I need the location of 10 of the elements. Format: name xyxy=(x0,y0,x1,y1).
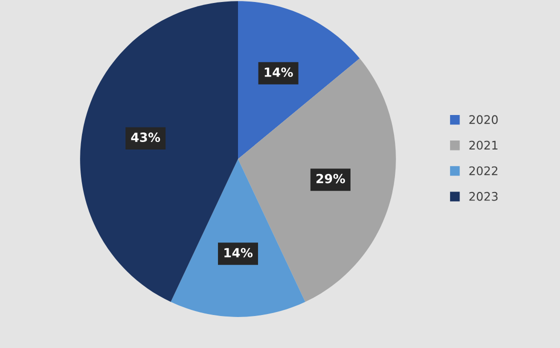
legend-label: 2021 xyxy=(469,140,498,150)
legend-label: 2022 xyxy=(469,166,498,176)
data-label: 43% xyxy=(131,132,160,142)
pie-slice xyxy=(170,159,306,317)
data-label: 14% xyxy=(264,67,293,77)
data-label: 14% xyxy=(224,248,253,258)
legend-label: 2023 xyxy=(469,192,498,201)
legend-label: 2020 xyxy=(469,115,498,124)
data-label: 29% xyxy=(316,174,346,184)
pie-slice xyxy=(238,1,360,160)
